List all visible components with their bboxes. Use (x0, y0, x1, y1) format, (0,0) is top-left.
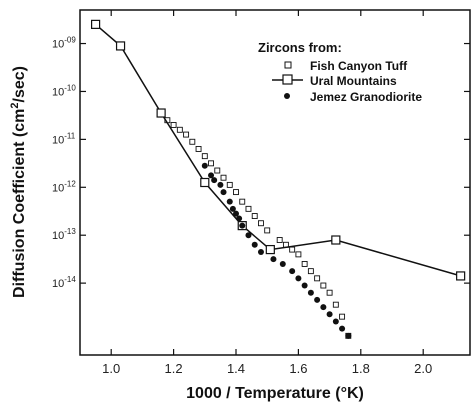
data-point-ural-mountains (90, 19, 101, 29)
data-point-jemez-granodiorite (257, 248, 264, 255)
legend: Zircons from: Fish Canyon Tuff Ural Moun… (258, 40, 422, 104)
data-point-jemez-granodiorite (339, 325, 346, 332)
data-point-jemez-granodiorite (201, 162, 208, 169)
data-point-fish-canyon-tuff (170, 122, 177, 128)
y-axis-title: Diffusion Coefficient (cm2/sec) (9, 66, 28, 298)
data-point-jemez-granodiorite (229, 205, 236, 212)
data-point-fish-canyon-tuff (245, 205, 252, 212)
data-point-jemez-granodiorite (270, 256, 277, 263)
y-tick-label: 10-10 (52, 83, 76, 98)
data-point-fish-canyon-tuff (289, 246, 296, 253)
data-point-fish-canyon-tuff (214, 167, 221, 174)
data-point-fish-canyon-tuff (264, 227, 271, 234)
data-point-jemez-granodiorite (279, 260, 286, 267)
y-tick-label: 10-09 (52, 36, 76, 51)
y-tick-label: 10-13 (52, 227, 76, 242)
data-point-fish-canyon-tuff (208, 160, 214, 167)
legend-label-ural: Ural Mountains (310, 74, 397, 88)
series-layer (90, 19, 466, 339)
data-point-jemez-granodiorite (345, 332, 352, 339)
data-point-jemez-granodiorite (332, 318, 339, 325)
data-point-jemez-granodiorite (236, 215, 243, 222)
data-point-jemez-granodiorite (326, 311, 333, 318)
data-point-fish-canyon-tuff (295, 251, 302, 258)
data-point-fish-canyon-tuff (301, 261, 308, 267)
series-line-ural-mountains (95, 23, 461, 277)
data-point-fish-canyon-tuff (233, 189, 239, 196)
y-axis-title-tail: /sec) (11, 66, 28, 102)
data-point-jemez-granodiorite (233, 210, 239, 217)
data-point-jemez-granodiorite (245, 232, 252, 239)
data-point-ural-mountains (156, 108, 166, 118)
data-point-ural-mountains (200, 177, 210, 188)
data-point-fish-canyon-tuff (220, 174, 227, 181)
data-point-fish-canyon-tuff (189, 138, 196, 145)
data-point-jemez-granodiorite (208, 172, 215, 179)
data-point-jemez-granodiorite (295, 275, 302, 282)
data-point-fish-canyon-tuff (276, 237, 283, 243)
x-tick-label: 1.4 (227, 361, 245, 376)
y-tick-label: 10-11 (52, 131, 76, 146)
y-axis-title-main: Diffusion Coefficient (cm (11, 109, 28, 298)
data-point-fish-canyon-tuff (326, 289, 333, 296)
data-point-fish-canyon-tuff (339, 313, 346, 320)
data-point-fish-canyon-tuff (226, 181, 233, 188)
data-point-fish-canyon-tuff (251, 213, 258, 219)
data-point-fish-canyon-tuff (201, 153, 208, 160)
x-tick-label: 1.0 (102, 361, 120, 376)
data-point-jemez-granodiorite (217, 181, 224, 188)
data-point-fish-canyon-tuff (314, 275, 321, 282)
legend-title: Zircons from: (258, 40, 342, 55)
data-point-fish-canyon-tuff (239, 198, 246, 205)
data-point-ural-mountains (115, 41, 126, 51)
data-point-ural-mountains (331, 235, 341, 245)
data-point-fish-canyon-tuff (176, 126, 183, 133)
y-axis-ticks: 10-09 10-10 10-11 10-12 10-13 10-14 (52, 36, 470, 290)
y-tick-label: 10-12 (52, 179, 76, 194)
data-point-fish-canyon-tuff (258, 220, 264, 227)
data-point-ural-mountains (265, 244, 275, 255)
data-point-jemez-granodiorite (301, 282, 308, 289)
data-point-jemez-granodiorite (307, 289, 314, 296)
data-point-fish-canyon-tuff (332, 301, 339, 308)
data-point-jemez-granodiorite (251, 241, 258, 248)
legend-label-fish-canyon: Fish Canyon Tuff (310, 59, 408, 73)
data-point-jemez-granodiorite (211, 177, 218, 184)
data-point-jemez-granodiorite (320, 304, 327, 311)
data-point-fish-canyon-tuff (195, 146, 202, 152)
legend-marker-fish-canyon (284, 61, 292, 69)
data-point-jemez-granodiorite (314, 296, 321, 303)
data-point-jemez-granodiorite (226, 198, 233, 205)
x-axis-title: 1000 / Temperature (°K) (186, 385, 364, 402)
data-point-jemez-granodiorite (220, 189, 227, 196)
y-axis-title-superscript: 2 (9, 103, 21, 109)
legend-marker-ural (282, 74, 293, 85)
data-point-jemez-granodiorite (239, 222, 246, 229)
data-point-jemez-granodiorite (289, 268, 296, 275)
x-tick-label: 2.0 (414, 361, 432, 376)
x-axis-ticks: 1.0 1.2 1.4 1.6 1.8 2.0 (102, 10, 432, 376)
y-tick-label: 10-14 (52, 275, 76, 290)
x-tick-label: 1.8 (352, 361, 370, 376)
plot-frame (79, 9, 471, 356)
x-tick-label: 1.2 (165, 361, 183, 376)
data-point-fish-canyon-tuff (320, 282, 327, 289)
data-point-fish-canyon-tuff (183, 131, 190, 138)
legend-label-jemez: Jemez Granodiorite (310, 90, 422, 104)
x-tick-label: 1.6 (289, 361, 307, 376)
data-point-fish-canyon-tuff (307, 268, 314, 275)
data-point-ural-mountains (456, 271, 466, 281)
legend-marker-jemez (284, 93, 290, 99)
